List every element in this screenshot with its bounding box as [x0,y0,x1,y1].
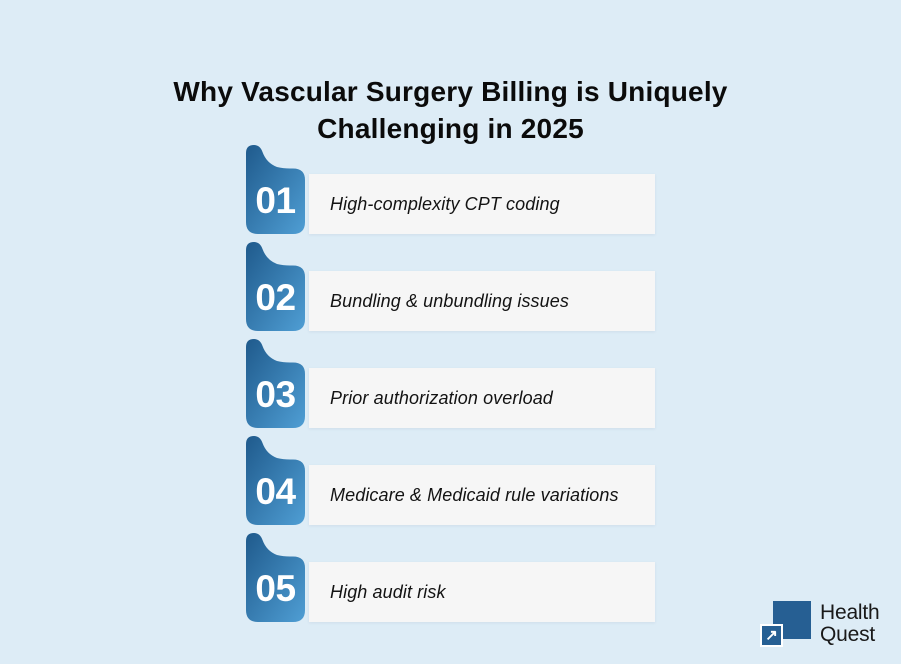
list-item: 03 Prior authorization overload [246,339,655,428]
logo-small-square-icon: ↗ [760,624,783,647]
arrow-up-right-icon: ↗ [765,627,778,644]
item-label: Prior authorization overload [330,387,553,408]
number-badge: 02 [246,242,305,331]
brand-logo: ↗ Health Quest [760,599,880,648]
item-label: High audit risk [330,581,446,602]
item-bar: High audit risk [309,562,655,622]
brand-name-line2: Quest [820,623,876,646]
number-badge: 04 [246,436,305,525]
item-number: 03 [255,374,296,415]
healthquest-logo-icon: ↗ [760,599,812,648]
list-item: 04 Medicare & Medicaid rule variations [246,436,655,525]
number-badge: 01 [246,145,305,234]
list-item: 05 High audit risk [246,533,655,622]
challenge-list: 01 High-complexity CPT coding 02 Bundlin… [246,145,655,622]
page-title-line1: Why Vascular Surgery Billing is Uniquely [173,75,728,107]
brand-name: Health Quest [820,602,880,646]
badge-bubble-icon [246,242,305,331]
list-item: 02 Bundling & unbundling issues [246,242,655,331]
brand-name-line1: Health [820,601,880,624]
item-bar: Bundling & unbundling issues [309,271,655,331]
badge-bubble-icon [246,145,305,234]
item-number: 02 [255,277,296,318]
item-label: Bundling & unbundling issues [330,290,569,311]
item-label: High-complexity CPT coding [330,193,560,214]
number-badge: 03 [246,339,305,428]
item-number: 05 [255,568,296,609]
number-badge: 05 [246,533,305,622]
item-number: 01 [255,180,296,221]
list-item: 01 High-complexity CPT coding [246,145,655,234]
badge-bubble-icon [246,436,305,525]
page-title-line2: Challenging in 2025 [317,112,584,144]
item-bar: Prior authorization overload [309,368,655,428]
badge-bubble-icon [246,533,305,622]
item-bar: High-complexity CPT coding [309,174,655,234]
page-title: Why Vascular Surgery Billing is Uniquely… [0,73,901,147]
badge-bubble-icon [246,339,305,428]
item-number: 04 [255,471,296,512]
item-bar: Medicare & Medicaid rule variations [309,465,655,525]
item-label: Medicare & Medicaid rule variations [330,484,619,505]
